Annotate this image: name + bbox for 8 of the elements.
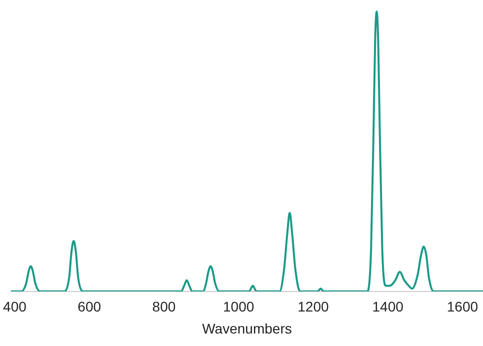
x-axis-title: Wavenumbers xyxy=(202,320,292,336)
x-tick-label: 1000 xyxy=(223,298,254,315)
x-tick-label: 1600 xyxy=(446,298,478,315)
x-tick-label: 400 xyxy=(3,298,27,315)
x-tick-label: 1200 xyxy=(298,298,329,315)
x-tick-label: 800 xyxy=(152,298,176,315)
x-tick-label: 600 xyxy=(78,298,102,315)
x-tick-label: 1400 xyxy=(372,298,404,315)
